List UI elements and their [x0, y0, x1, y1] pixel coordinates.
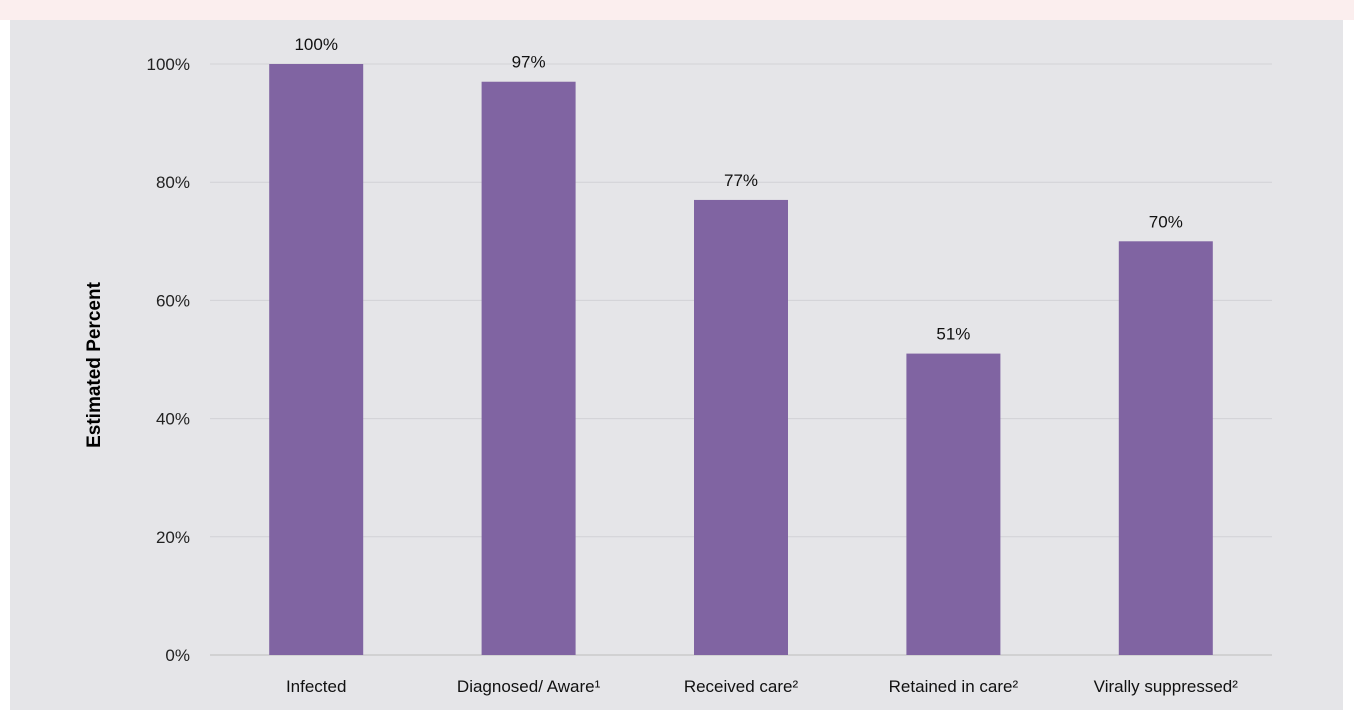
bar	[694, 199, 788, 655]
x-category-label: Infected	[286, 677, 347, 696]
data-label: 70%	[1149, 212, 1183, 231]
y-axis-label: Estimated Percent	[84, 281, 105, 447]
y-axis-ticks: 0% 20% 40% 60% 80% 100%	[147, 55, 190, 665]
x-axis-categories: Infected Diagnosed/ Aware¹ Received care² R…	[286, 677, 1238, 696]
y-tick-label: 100%	[147, 55, 190, 74]
chart-panel: 0% 20% 40% 60% 80% 100% Infected Diagnosed/ Aw…	[10, 20, 1343, 710]
x-category-label: Retained in care²	[889, 677, 1019, 696]
y-tick-label: 40%	[156, 410, 190, 429]
bars	[269, 64, 1213, 656]
x-category-label: Diagnosed/ Aware¹	[457, 677, 601, 696]
top-banner-strip	[0, 0, 1354, 20]
data-label: 97%	[512, 53, 546, 72]
bar	[1118, 241, 1213, 656]
data-labels: 100% 97% 77% 51% 70%	[294, 35, 1182, 344]
y-tick-label: 60%	[156, 291, 190, 310]
x-category-label: Virally suppressed²	[1094, 677, 1239, 696]
data-label: 51%	[936, 325, 970, 344]
x-category-label: Received care²	[684, 677, 799, 696]
y-tick-label: 0%	[165, 646, 190, 665]
y-tick-label: 80%	[156, 173, 190, 192]
bar	[481, 81, 576, 656]
bar	[906, 353, 1001, 655]
bar-chart: 0% 20% 40% 60% 80% 100% Infected Diagnosed/ Aw…	[84, 35, 1272, 696]
bar	[269, 64, 364, 655]
data-label: 77%	[724, 171, 758, 190]
y-tick-label: 20%	[156, 528, 190, 547]
data-label: 100%	[294, 35, 337, 54]
